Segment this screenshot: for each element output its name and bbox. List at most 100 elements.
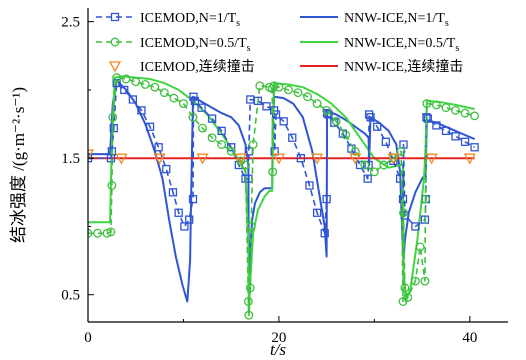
data-point: [470, 111, 480, 121]
legend-label: ICEMOD,N=0.5/Ts: [140, 36, 251, 54]
data-point: [271, 110, 281, 119]
data-point: [396, 146, 406, 156]
data-point: [150, 82, 160, 92]
data-point: [398, 194, 408, 204]
data-point: [431, 100, 441, 110]
data-point: [293, 88, 303, 98]
data-point: [288, 133, 297, 142]
data-point: [423, 114, 432, 123]
data-point: [312, 99, 322, 109]
data-point: [120, 85, 129, 95]
y-tick-label: 0.5: [61, 288, 80, 304]
y-tick-label: 2.5: [61, 15, 80, 31]
data-point: [217, 126, 226, 136]
series-4: [88, 75, 475, 317]
x-axis-title: t/s: [270, 340, 286, 359]
data-point: [381, 137, 390, 146]
data-point: [255, 81, 265, 91]
data-point: [411, 222, 420, 231]
data-point: [355, 160, 365, 170]
legend-item-3: NNW-ICE,N=1/Ts: [300, 11, 449, 29]
data-point: [451, 132, 460, 141]
data-point: [451, 105, 460, 115]
legend-label: NNW-ICE,N=1/Ts: [344, 11, 449, 29]
data-point: [303, 92, 312, 102]
data-point: [268, 167, 278, 177]
data-point: [363, 174, 372, 183]
y-axis-title: 结冰强度 /(g·m⁻²·s⁻¹): [9, 87, 28, 243]
data-point: [93, 228, 102, 238]
data-point: [364, 110, 374, 119]
data-point: [154, 143, 163, 152]
data-point: [227, 143, 236, 152]
data-point: [400, 283, 410, 293]
data-point: [284, 85, 293, 95]
legend-item-0: ICEMOD,N=1/Ts: [96, 11, 240, 29]
data-point: [188, 112, 198, 122]
legend-item-5: NNW-ICE,连续撞击: [300, 58, 463, 75]
series-layer: [88, 73, 480, 320]
data-point: [305, 181, 314, 190]
data-point: [162, 164, 171, 174]
data-point: [217, 140, 227, 149]
data-point: [341, 130, 351, 140]
data-point: [331, 116, 341, 126]
data-point: [366, 113, 375, 122]
legend-label: ICEMOD,连续撞击: [140, 58, 255, 75]
data-point: [159, 88, 169, 98]
data-point: [246, 221, 256, 231]
data-point: [463, 153, 476, 165]
data-point: [322, 194, 331, 204]
data-point: [272, 153, 286, 165]
data-point: [131, 77, 141, 87]
data-point: [106, 227, 116, 237]
legend-label: NNW-ICE,连续撞击: [344, 58, 463, 75]
legend-label: NNW-ICE,N=0.5/Ts: [344, 36, 459, 54]
data-point: [110, 37, 120, 47]
legend-item-1: ICEMOD,N=0.5/Ts: [96, 36, 251, 54]
data-point: [279, 117, 288, 126]
data-point: [420, 194, 430, 204]
data-point: [403, 292, 413, 302]
y-tick-label: 1.5: [61, 151, 80, 167]
data-point: [174, 208, 183, 217]
data-point: [425, 153, 438, 165]
x-tick-label: 40: [462, 330, 477, 346]
data-point: [110, 12, 120, 22]
data-point: [108, 61, 122, 73]
data-point: [226, 146, 236, 156]
data-point: [145, 122, 155, 131]
data-point: [128, 95, 138, 104]
data-point: [269, 81, 279, 91]
data-point: [245, 283, 255, 293]
data-point: [312, 208, 322, 217]
legend-item-2: ICEMOD,连续撞击: [108, 58, 255, 75]
series-1: [88, 73, 480, 320]
data-point: [107, 181, 117, 190]
data-point: [248, 140, 258, 149]
x-tick-label: 0: [84, 330, 92, 346]
data-point: [420, 215, 430, 224]
data-point: [441, 126, 451, 136]
data-point: [109, 123, 118, 133]
axes-layer: 0.5 1.5 2.5 0 20 40: [61, 8, 508, 346]
data-point: [153, 153, 166, 165]
data-point: [422, 99, 432, 109]
data-point: [241, 160, 250, 170]
data-point: [387, 153, 400, 165]
data-point: [441, 103, 451, 113]
data-point: [395, 174, 405, 183]
data-point: [197, 103, 206, 112]
data-point: [460, 108, 470, 118]
data-point: [88, 149, 95, 161]
data-point: [349, 153, 362, 165]
data-point: [379, 160, 389, 170]
data-point: [320, 229, 329, 238]
data-point: [415, 242, 425, 252]
data-point: [432, 121, 441, 130]
data-point: [108, 112, 118, 122]
data-point: [243, 297, 253, 306]
data-point: [360, 160, 370, 170]
data-point: [420, 276, 430, 286]
